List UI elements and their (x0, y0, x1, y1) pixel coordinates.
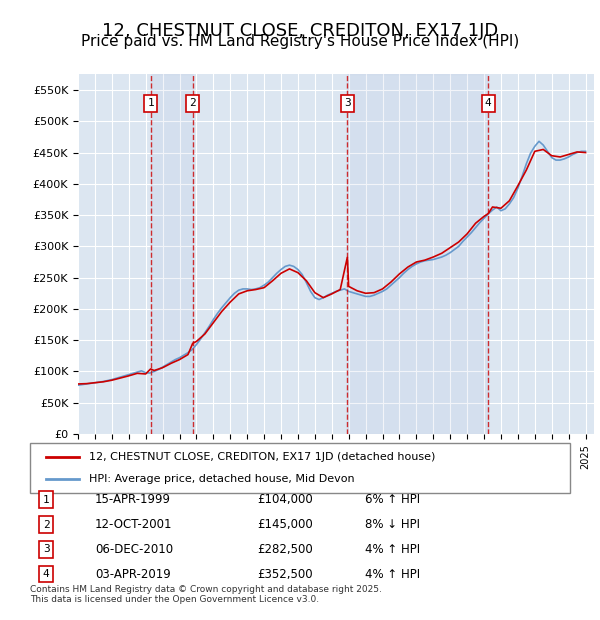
Text: £352,500: £352,500 (257, 568, 313, 580)
Text: 4: 4 (485, 98, 491, 108)
Text: £104,000: £104,000 (257, 494, 313, 506)
FancyBboxPatch shape (30, 443, 570, 493)
Text: 2: 2 (43, 520, 50, 529)
Bar (347, 74, 488, 434)
Text: 3: 3 (344, 98, 351, 108)
Text: Contains HM Land Registry data © Crown copyright and database right 2025.
This d: Contains HM Land Registry data © Crown c… (30, 585, 382, 604)
Text: 4% ↑ HPI: 4% ↑ HPI (365, 543, 420, 556)
Text: HPI: Average price, detached house, Mid Devon: HPI: Average price, detached house, Mid … (89, 474, 355, 484)
Text: 03-APR-2019: 03-APR-2019 (95, 568, 170, 580)
Bar (151, 74, 193, 434)
Text: 6% ↑ HPI: 6% ↑ HPI (365, 494, 420, 506)
Text: 12-OCT-2001: 12-OCT-2001 (95, 518, 172, 531)
Text: 8% ↓ HPI: 8% ↓ HPI (365, 518, 420, 531)
Text: 12, CHESTNUT CLOSE, CREDITON, EX17 1JD: 12, CHESTNUT CLOSE, CREDITON, EX17 1JD (102, 22, 498, 40)
Text: 4: 4 (43, 569, 50, 579)
Text: 2: 2 (190, 98, 196, 108)
Text: 12, CHESTNUT CLOSE, CREDITON, EX17 1JD (detached house): 12, CHESTNUT CLOSE, CREDITON, EX17 1JD (… (89, 452, 436, 462)
Text: £145,000: £145,000 (257, 518, 313, 531)
Text: 4% ↑ HPI: 4% ↑ HPI (365, 568, 420, 580)
Text: £282,500: £282,500 (257, 543, 313, 556)
Text: Price paid vs. HM Land Registry's House Price Index (HPI): Price paid vs. HM Land Registry's House … (81, 34, 519, 49)
Text: 1: 1 (43, 495, 50, 505)
Text: 3: 3 (43, 544, 50, 554)
Text: 15-APR-1999: 15-APR-1999 (95, 494, 171, 506)
Text: 1: 1 (147, 98, 154, 108)
Text: 06-DEC-2010: 06-DEC-2010 (95, 543, 173, 556)
